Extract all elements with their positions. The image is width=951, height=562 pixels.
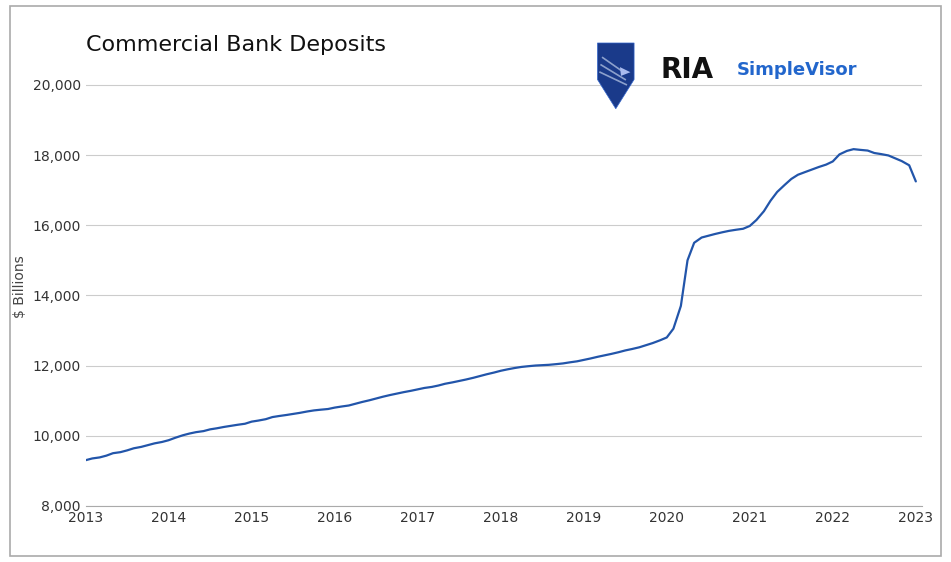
Text: Commercial Bank Deposits: Commercial Bank Deposits bbox=[86, 35, 385, 55]
Polygon shape bbox=[597, 43, 634, 109]
Text: RIA: RIA bbox=[661, 56, 714, 84]
Y-axis label: $ Billions: $ Billions bbox=[12, 255, 27, 318]
Text: SimpleVisor: SimpleVisor bbox=[737, 61, 858, 79]
Polygon shape bbox=[620, 67, 631, 76]
